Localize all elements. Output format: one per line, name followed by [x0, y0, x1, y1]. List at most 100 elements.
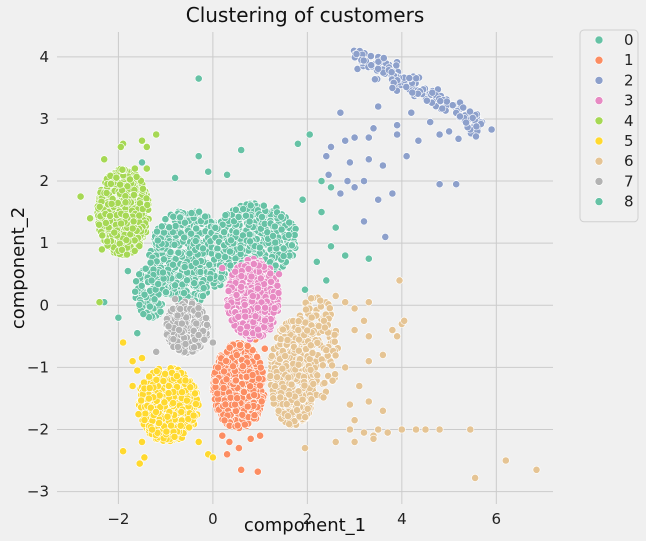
point-cluster-0 — [165, 223, 174, 232]
point-cluster-0 — [231, 205, 240, 214]
point-cluster-6 — [276, 335, 285, 344]
point-cluster-0 — [141, 264, 150, 273]
point-cluster-3 — [273, 281, 282, 290]
point-cluster-0 — [263, 228, 272, 237]
point-cluster-0 — [170, 240, 179, 249]
point-cluster-4 — [130, 164, 139, 173]
point-cluster-2 — [468, 114, 477, 122]
point-cluster-4 — [95, 202, 104, 211]
point-cluster-4 — [130, 190, 138, 199]
point-cluster-5 — [185, 423, 193, 432]
point-cluster-4 — [143, 200, 152, 209]
point-cluster-0 — [135, 270, 144, 279]
point-cluster-2 — [459, 103, 468, 112]
point-cluster-2 — [367, 61, 376, 70]
point-cluster-5 — [160, 398, 169, 407]
point-cluster-1 — [250, 391, 259, 399]
point-cluster-0 — [145, 302, 154, 311]
point-cluster-2 — [448, 101, 457, 110]
point-cluster-6 — [397, 425, 406, 434]
point-cluster-0 — [198, 292, 207, 300]
point-cluster-4 — [130, 236, 139, 245]
point-cluster-6 — [345, 425, 354, 434]
point-cluster-1 — [256, 431, 264, 440]
point-cluster-0 — [246, 237, 254, 246]
point-cluster-0 — [327, 242, 335, 251]
point-cluster-6 — [285, 420, 294, 428]
point-cluster-0 — [132, 277, 140, 286]
point-cluster-1 — [248, 371, 257, 379]
point-cluster-4 — [95, 298, 104, 307]
point-cluster-0 — [162, 288, 170, 297]
point-cluster-0 — [258, 212, 266, 221]
point-cluster-6 — [395, 276, 404, 285]
point-cluster-6 — [350, 437, 359, 446]
point-cluster-6 — [421, 425, 430, 434]
point-cluster-6 — [320, 323, 329, 332]
point-cluster-5 — [138, 354, 146, 362]
point-cluster-3 — [232, 290, 241, 299]
point-cluster-0 — [194, 152, 203, 161]
point-cluster-1 — [233, 421, 242, 430]
point-cluster-4 — [121, 211, 130, 220]
point-cluster-2 — [387, 68, 396, 77]
point-cluster-3 — [254, 325, 262, 334]
point-cluster-0 — [169, 212, 178, 221]
point-cluster-2 — [402, 83, 411, 91]
point-cluster-1 — [222, 357, 230, 365]
point-cluster-5 — [145, 384, 154, 392]
point-cluster-6 — [276, 393, 285, 402]
point-cluster-5 — [152, 407, 160, 416]
point-cluster-7 — [181, 340, 190, 348]
point-cluster-2 — [438, 104, 447, 113]
point-cluster-0 — [180, 289, 188, 297]
point-cluster-4 — [100, 155, 109, 164]
legend-label-5: 5 — [624, 132, 634, 150]
point-cluster-4 — [102, 188, 111, 197]
point-cluster-2 — [445, 127, 453, 136]
point-cluster-1 — [238, 410, 247, 419]
point-cluster-0 — [153, 227, 161, 236]
point-cluster-2 — [374, 102, 383, 111]
point-cluster-5 — [119, 447, 127, 456]
point-cluster-5 — [152, 375, 161, 384]
point-cluster-5 — [134, 410, 143, 419]
legend-marker-6 — [594, 156, 604, 166]
point-cluster-3 — [261, 303, 269, 312]
point-cluster-2 — [435, 180, 444, 189]
point-cluster-2 — [405, 74, 414, 82]
point-cluster-1 — [214, 363, 222, 372]
point-cluster-0 — [293, 139, 302, 148]
point-cluster-2 — [393, 121, 401, 130]
point-cluster-3 — [251, 312, 260, 321]
legend-marker-2 — [594, 76, 604, 85]
point-cluster-0 — [259, 201, 268, 210]
point-cluster-4 — [112, 173, 121, 182]
point-cluster-3 — [224, 287, 233, 295]
point-cluster-0 — [180, 233, 189, 242]
point-cluster-6 — [388, 326, 397, 334]
point-cluster-4 — [102, 218, 110, 227]
point-cluster-2 — [324, 170, 333, 179]
point-cluster-4 — [76, 192, 85, 201]
legend-label-8: 8 — [624, 193, 634, 211]
point-cluster-6 — [466, 425, 475, 434]
point-cluster-2 — [422, 96, 431, 105]
point-cluster-2 — [366, 52, 375, 60]
point-cluster-0 — [220, 228, 228, 237]
point-cluster-0 — [232, 228, 241, 237]
point-cluster-0 — [185, 249, 194, 258]
point-cluster-6 — [383, 428, 392, 437]
point-cluster-0 — [187, 229, 195, 238]
point-cluster-0 — [312, 257, 321, 266]
point-cluster-1 — [237, 465, 246, 474]
point-cluster-3 — [231, 267, 240, 276]
point-cluster-6 — [283, 336, 292, 344]
y-axis-label: component_2 — [8, 207, 29, 329]
point-cluster-5 — [176, 421, 185, 430]
point-cluster-5 — [135, 459, 144, 468]
point-cluster-0 — [237, 146, 246, 154]
point-cluster-0 — [214, 251, 223, 260]
point-cluster-4 — [110, 228, 119, 237]
